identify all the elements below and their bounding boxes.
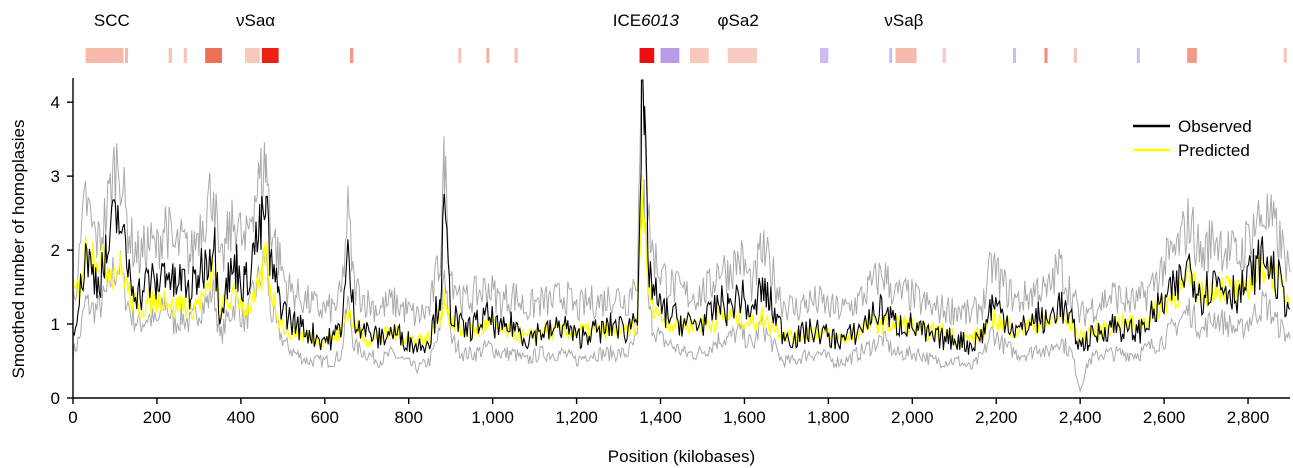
confidence-bands [72,79,1291,393]
x-ticks: 0 200 400 600 800 1,000 1,200 1,400 1,600 1,800 2,… [68,398,1269,427]
series-line-observed [72,79,1291,355]
x-tick-label: 1,200 [555,408,598,427]
x-tick-label: 2,000 [891,408,934,427]
y-ticks: 0 1 2 3 4 [51,93,73,408]
plot-area [72,79,1291,393]
series-lines [72,79,1291,355]
feature-block [125,48,129,63]
x-tick-label: 1,400 [639,408,682,427]
x-tick-label: 1,600 [723,408,766,427]
series-line-predicted [72,174,1291,349]
x-tick-label: 0 [68,408,77,427]
legend: Observed Predicted [1133,117,1252,160]
feature-block [349,48,354,63]
x-axis-label: Position (kilobases) [608,447,755,466]
x-tick-label: 600 [311,408,339,427]
feature-block [1073,48,1077,63]
feature-block [205,48,222,63]
x-tick-label: 200 [143,408,171,427]
feature-block [1187,48,1197,63]
legend-label-predicted: Predicted [1178,141,1250,160]
feature-block [514,48,518,63]
x-tick-label: 2,400 [1059,408,1102,427]
band-upper-line [72,79,1291,327]
genomic-element-label: νSaα [236,11,275,30]
x-tick-label: 1,000 [471,408,514,427]
x-tick-label: 1,800 [807,408,850,427]
genomic-element-label: νSaβ [884,11,923,30]
feature-block [183,48,187,63]
feature-block [1283,48,1287,63]
feature-block [889,48,893,63]
y-tick-label: 1 [51,315,60,334]
genomic-element-label: φSa2 [718,11,759,30]
feature-block [895,48,917,63]
y-axis-label: Smoothed number of homoplasies [9,120,28,379]
feature-block [689,48,709,63]
feature-block [1136,48,1140,63]
feature-block [486,48,490,63]
feature-block [942,48,946,63]
axes: 0 200 400 600 800 1,000 1,200 1,400 1,600 1,800 2,… [9,78,1290,466]
genomic-feature-track [85,48,1287,63]
feature-block [1013,48,1017,63]
feature-block [245,48,260,63]
feature-block [727,48,758,63]
feature-block [168,48,173,63]
feature-block [639,48,655,63]
genomic-element-label: SCC [94,11,130,30]
feature-block [819,48,829,63]
y-tick-label: 3 [51,167,60,186]
feature-block [261,48,279,63]
y-tick-label: 4 [51,93,60,112]
genomic-element-labels: SCC νSaα ICE6013 φSa2 νSaβ [94,11,924,30]
feature-block [660,48,680,63]
y-tick-label: 2 [51,241,60,260]
band-lower-line [72,179,1291,393]
x-tick-label: 800 [395,408,423,427]
feature-block [85,48,124,63]
x-tick-label: 400 [227,408,255,427]
x-tick-label: 2,200 [975,408,1018,427]
feature-block [458,48,462,63]
x-tick-label: 2,800 [1227,408,1270,427]
legend-label-observed: Observed [1178,117,1252,136]
feature-block [1044,48,1048,63]
genomic-element-label: ICE6013 [613,11,680,30]
y-tick-label: 0 [51,389,60,408]
x-tick-label: 2,600 [1143,408,1186,427]
